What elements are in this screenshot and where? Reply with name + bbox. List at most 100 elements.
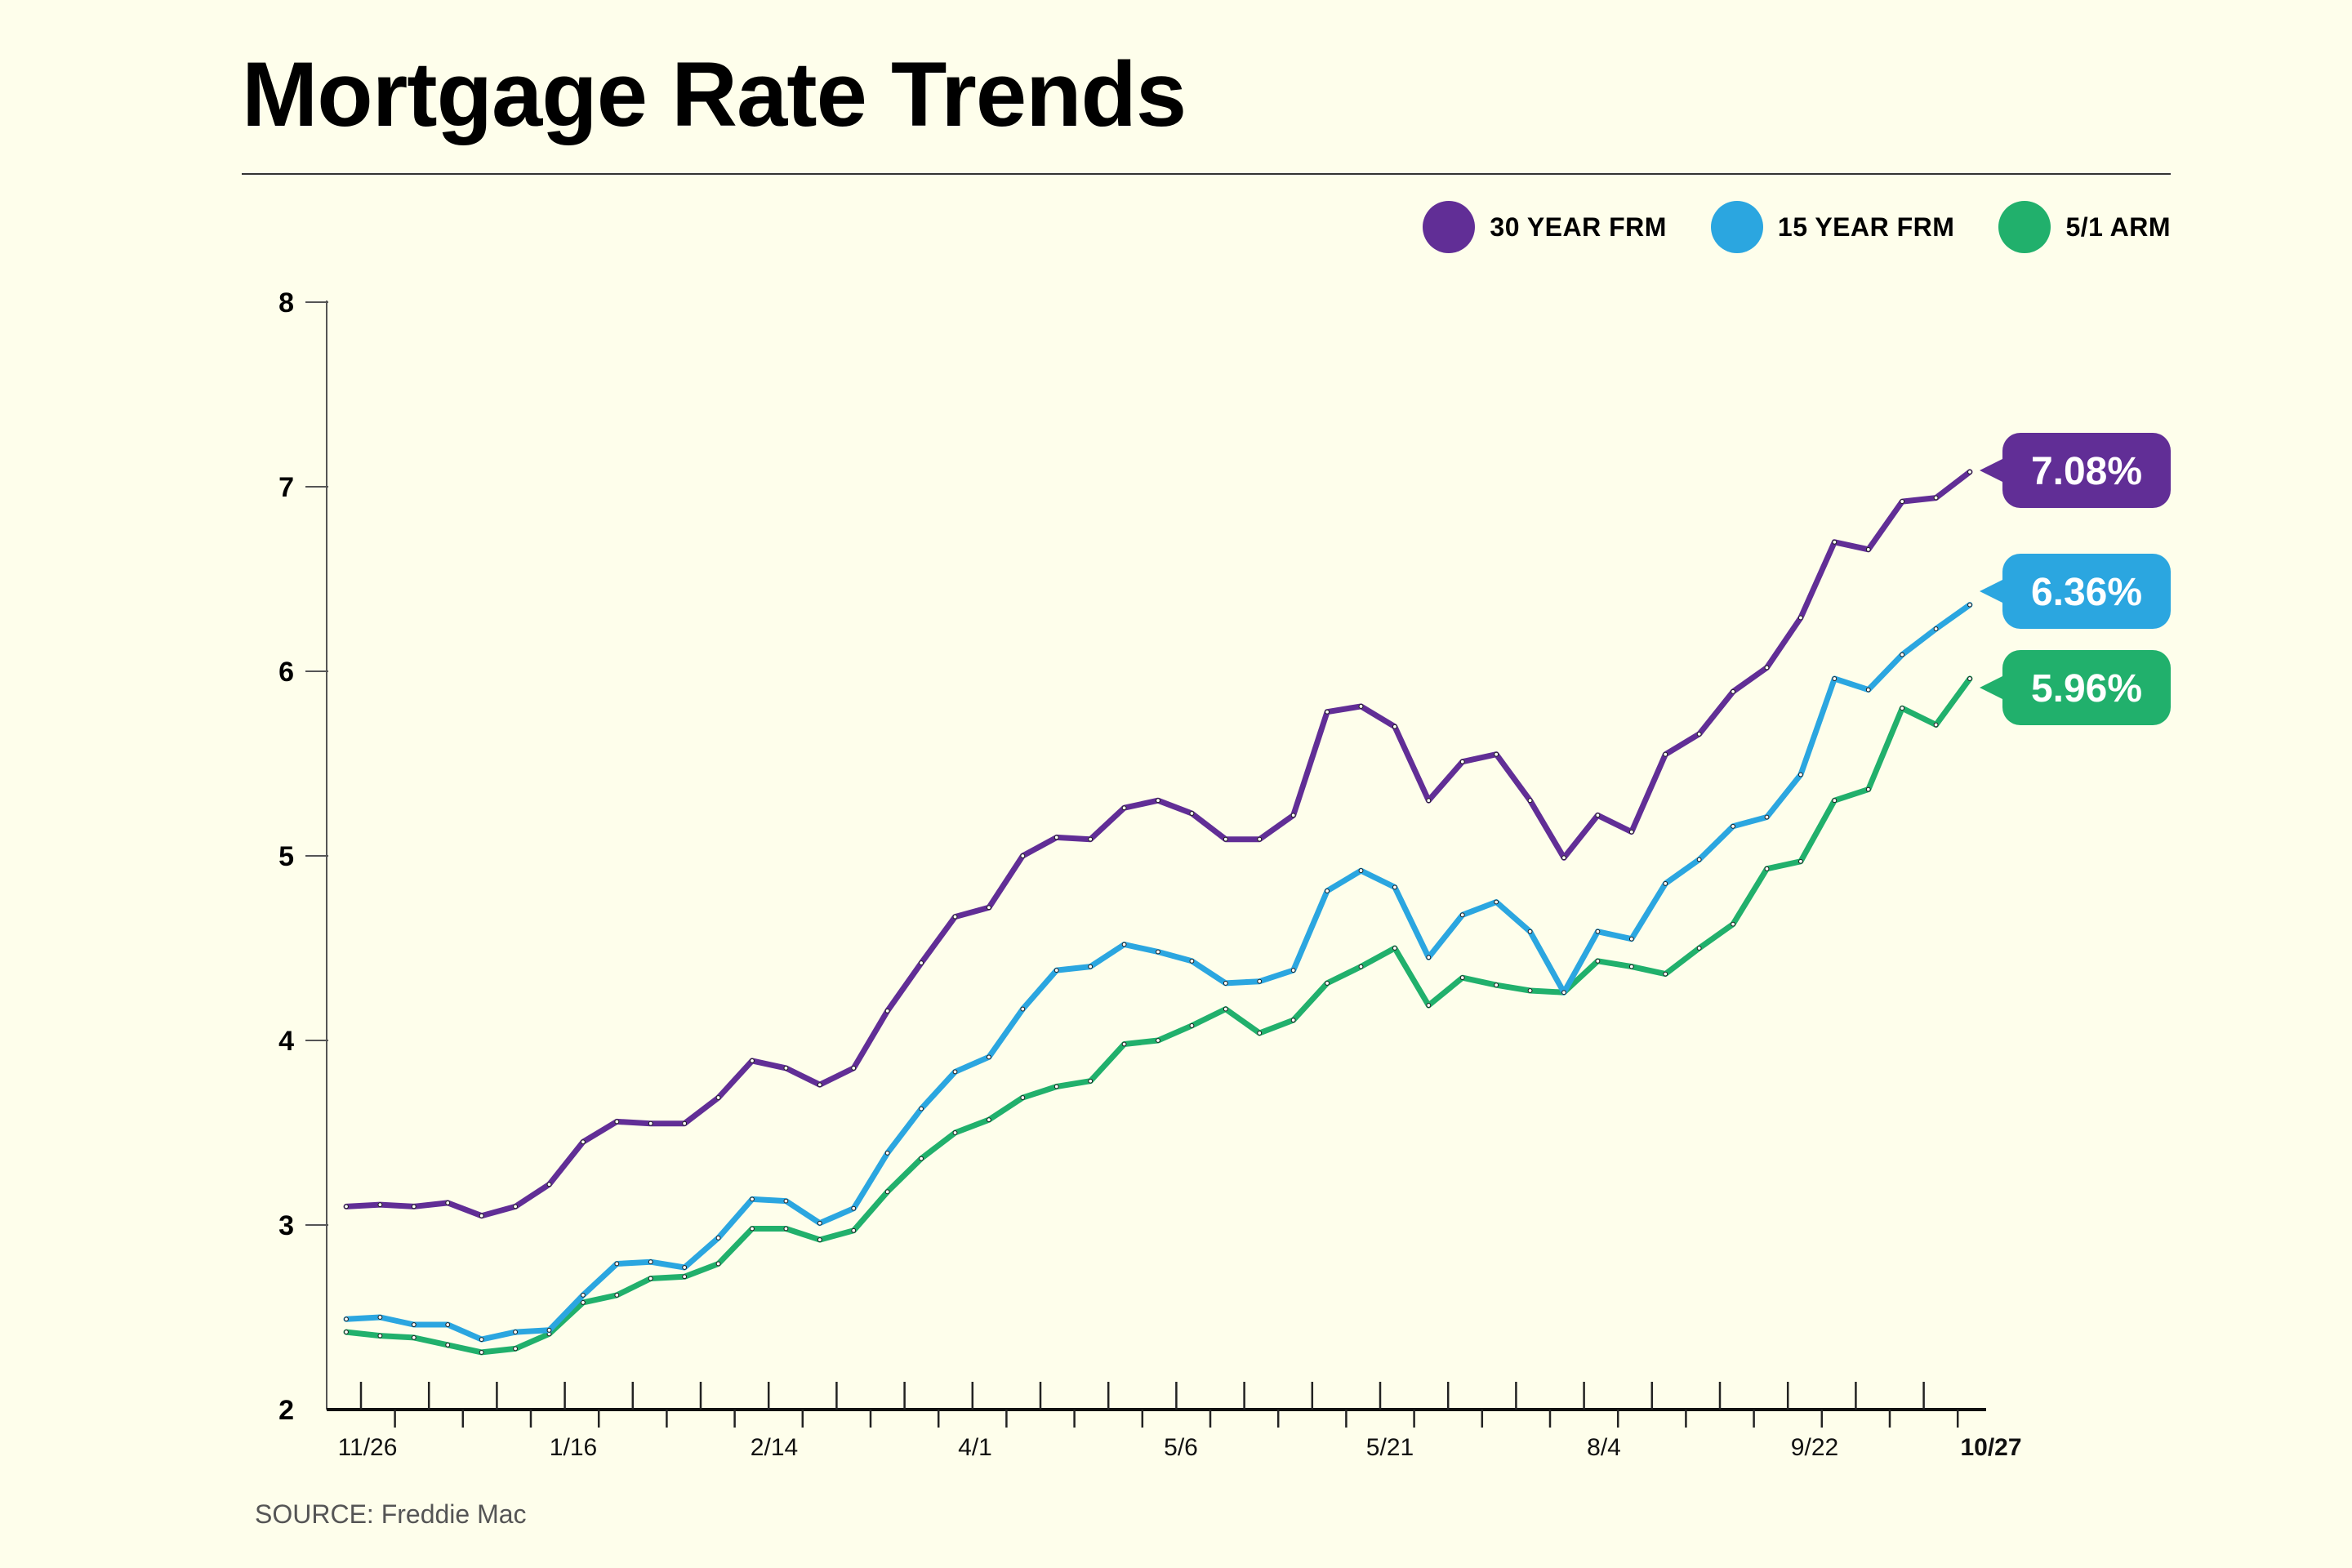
- data-point: [1121, 805, 1127, 811]
- data-point: [1088, 836, 1094, 842]
- data-point: [377, 1202, 383, 1208]
- data-point: [1933, 722, 1939, 728]
- x-tick-label: 11/26: [338, 1434, 398, 1461]
- data-point: [1832, 539, 1838, 545]
- data-point: [1020, 1006, 1026, 1012]
- data-point: [1663, 971, 1668, 977]
- data-point: [1054, 1084, 1059, 1089]
- data-point: [952, 914, 958, 920]
- x-tick-label: 4/1: [958, 1434, 992, 1461]
- data-point: [1764, 814, 1770, 820]
- legend-swatch-15-year: [1710, 201, 1763, 253]
- end-label-pointer: [1980, 459, 2002, 482]
- data-point: [1527, 929, 1533, 934]
- data-point: [987, 1054, 991, 1060]
- data-point: [1189, 1023, 1195, 1028]
- data-point: [1020, 1095, 1026, 1100]
- data-point: [1494, 899, 1499, 905]
- data-point: [1290, 813, 1296, 818]
- data-point: [377, 1333, 383, 1339]
- data-point: [1257, 978, 1263, 984]
- data-point: [1290, 1018, 1296, 1023]
- y-tick-label: 7: [278, 472, 294, 503]
- data-point: [445, 1200, 451, 1205]
- data-point: [1933, 495, 1939, 501]
- data-point: [817, 1220, 822, 1226]
- data-point: [1967, 602, 1972, 608]
- end-value-label: 7.08%: [2031, 450, 2142, 493]
- y-tick-label: 3: [278, 1210, 294, 1241]
- data-point: [817, 1082, 822, 1088]
- data-point: [1731, 921, 1735, 927]
- data-point: [987, 1117, 991, 1123]
- data-point: [783, 1198, 789, 1204]
- data-point: [1900, 706, 1905, 711]
- data-point: [1900, 499, 1905, 504]
- y-tick-label: 4: [278, 1026, 294, 1057]
- data-point: [344, 1316, 349, 1322]
- data-point: [851, 1205, 857, 1211]
- data-point: [1426, 1003, 1432, 1008]
- data-point: [1426, 798, 1432, 804]
- data-point: [1358, 964, 1364, 969]
- data-point: [1156, 798, 1160, 804]
- data-point: [1392, 946, 1397, 951]
- y-tick-label: 2: [278, 1395, 294, 1426]
- data-point: [1832, 676, 1838, 681]
- data-point: [750, 1196, 755, 1202]
- end-label-pointer: [1980, 676, 2002, 699]
- data-point: [1628, 936, 1634, 942]
- data-point: [479, 1337, 484, 1343]
- data-point: [1696, 946, 1702, 951]
- data-point: [1696, 731, 1702, 737]
- data-point: [411, 1322, 416, 1327]
- data-point: [1459, 975, 1465, 981]
- data-point: [411, 1204, 416, 1209]
- data-point: [1088, 1078, 1094, 1084]
- data-point: [783, 1226, 789, 1232]
- series-line: [343, 675, 1973, 1356]
- series-line: [343, 469, 1973, 1219]
- data-point: [919, 960, 924, 965]
- data-point: [1865, 546, 1871, 552]
- data-point: [1595, 813, 1601, 818]
- end-label-pointer: [1980, 580, 2002, 603]
- data-point: [1628, 964, 1634, 969]
- legend-item-arm: 5/1 ARM: [1998, 201, 2171, 253]
- legend-label-15-year: 15 YEAR FRM: [1777, 212, 1955, 242]
- data-point: [682, 1274, 688, 1280]
- legend-label-arm: 5/1 ARM: [2065, 212, 2171, 242]
- legend-item-30-year: 30 YEAR FRM: [1423, 201, 1667, 253]
- data-point: [952, 1069, 958, 1075]
- data-point: [1426, 955, 1432, 960]
- data-point: [1595, 929, 1601, 934]
- data-point: [648, 1120, 653, 1126]
- end-value-label: 6.36%: [2031, 571, 2142, 614]
- data-point: [1156, 949, 1160, 955]
- end-value-badge: [2002, 433, 2171, 508]
- data-point: [1967, 676, 1972, 681]
- data-point: [648, 1259, 653, 1265]
- data-point: [1054, 968, 1059, 973]
- data-point: [344, 1330, 349, 1334]
- data-point: [344, 1204, 349, 1209]
- legend: 30 YEAR FRM 15 YEAR FRM 5/1 ARM: [1423, 201, 2171, 253]
- data-point: [1223, 1006, 1228, 1012]
- data-point: [919, 1106, 924, 1111]
- data-point: [783, 1066, 789, 1071]
- data-point: [1933, 626, 1939, 631]
- data-point: [1696, 857, 1702, 862]
- legend-item-15-year: 15 YEAR FRM: [1710, 201, 1955, 253]
- data-point: [1392, 884, 1397, 890]
- data-point: [546, 1182, 552, 1187]
- data-point: [1223, 836, 1228, 842]
- data-point: [715, 1095, 721, 1100]
- chart-title: Mortgage Rate Trends: [242, 43, 1187, 145]
- data-point: [1663, 881, 1668, 886]
- data-point: [1358, 704, 1364, 709]
- data-point: [1832, 798, 1838, 804]
- data-point: [987, 905, 991, 911]
- legend-label-30-year: 30 YEAR FRM: [1490, 212, 1667, 242]
- x-tick-label: 5/6: [1164, 1434, 1198, 1461]
